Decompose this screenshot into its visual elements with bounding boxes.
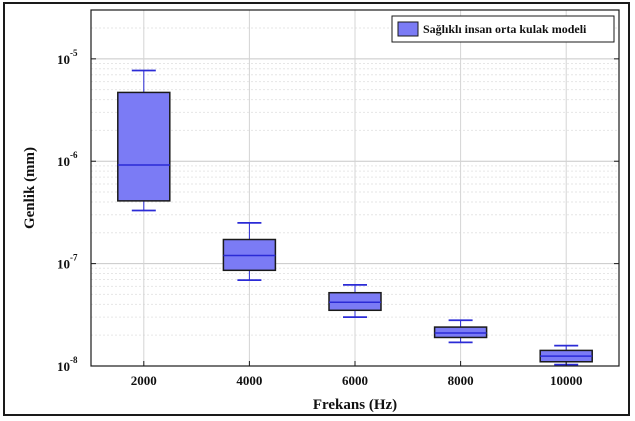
- x-tick-label: 2000: [131, 373, 157, 388]
- grid: [91, 10, 619, 367]
- y-tick-label: 10-7: [57, 253, 78, 272]
- x-tick-label: 6000: [342, 373, 368, 388]
- y-tick-label: 10-8: [57, 355, 78, 374]
- box-plot-chart: 10-8 10-7 10-6 10-5 2000 4000 6000 8000 10000 Fre…: [22, 9, 620, 413]
- legend-box: [391, 15, 615, 43]
- legend-swatch: [397, 21, 419, 37]
- box-4000: [222, 221, 277, 282]
- legend-label: Sağlıklı insan orta kulak modeli: [423, 22, 587, 36]
- x-axis-label: Frekans (Hz): [313, 397, 397, 413]
- x-tick-label: 8000: [448, 373, 474, 388]
- iqr-box: [117, 91, 171, 202]
- figure-frame: 10-8 10-7 10-6 10-5 2000 4000 6000 8000 10000 Fre…: [3, 2, 630, 416]
- y-axis-label: Genlik (mm): [22, 147, 38, 229]
- legend: Sağlıklı insan orta kulak modeli: [391, 15, 615, 43]
- box-8000: [433, 319, 488, 344]
- box-6000: [328, 283, 382, 319]
- x-tick-label: 4000: [236, 373, 262, 388]
- x-tick-label: 10000: [550, 373, 583, 388]
- box-2000: [117, 69, 171, 212]
- y-tick-label: 10-5: [57, 48, 78, 67]
- y-tick-label: 10-6: [57, 150, 78, 169]
